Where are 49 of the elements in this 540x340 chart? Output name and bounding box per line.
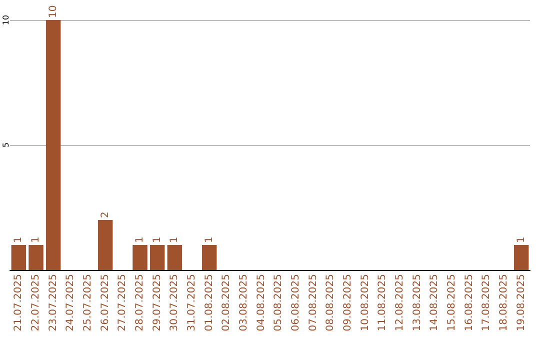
x-tick-label: 04.08.2025 (256, 274, 267, 332)
x-tick-label: 31.07.2025 (186, 274, 198, 332)
data-label: 1 (30, 236, 42, 243)
x-tick-label: 13.08.2025 (412, 274, 423, 332)
x-tick-label: 05.08.2025 (273, 274, 284, 332)
x-tick-label: 18.08.2025 (498, 274, 510, 332)
data-label: 1 (516, 236, 527, 243)
x-tick-label: 21.07.2025 (13, 274, 24, 332)
x-tick-label: 16.08.2025 (464, 274, 475, 332)
bar (98, 220, 113, 270)
data-label: 2 (100, 212, 111, 218)
x-tick-label: 23.07.2025 (48, 274, 59, 332)
x-tick-label: 08.08.2025 (325, 274, 336, 332)
data-label: 1 (13, 236, 24, 243)
x-tick-label: 19.08.2025 (516, 274, 527, 332)
x-tick-label: 07.08.2025 (308, 274, 319, 332)
bar (132, 245, 148, 270)
x-tick-label: 24.07.2025 (65, 274, 76, 332)
x-tick-label: 26.07.2025 (100, 274, 111, 332)
x-tick-label: 30.07.2025 (169, 274, 180, 332)
x-tick-label: 01.08.2025 (204, 274, 215, 332)
bar (11, 245, 26, 270)
bar (46, 20, 61, 270)
x-tick-label: 25.07.2025 (82, 274, 94, 332)
y-tick-label: 5 (2, 142, 10, 148)
x-tick-label: 10.08.2025 (360, 274, 371, 332)
data-label: 1 (204, 236, 215, 243)
bar (150, 245, 165, 270)
x-tick-label: 15.08.2025 (446, 274, 458, 332)
x-tick-label: 22.07.2025 (30, 274, 42, 332)
data-label: 1 (169, 236, 180, 243)
bar (514, 245, 529, 270)
x-tick-label: 02.08.2025 (221, 274, 232, 332)
data-label: 1 (134, 236, 146, 243)
data-label: 1 (152, 236, 163, 243)
x-tick-label: 17.08.2025 (481, 274, 492, 332)
x-tick-label: 06.08.2025 (290, 274, 302, 332)
x-tick-label: 12.08.2025 (394, 274, 406, 332)
x-tick-label: 28.07.2025 (134, 274, 146, 332)
x-tick-label: 11.08.2025 (377, 274, 388, 332)
bar (202, 245, 217, 270)
x-tick-label: 29.07.2025 (152, 274, 163, 332)
x-tick-label: 14.08.2025 (429, 274, 440, 332)
data-label: 10 (48, 5, 59, 18)
bar (28, 245, 44, 270)
x-tick-label: 03.08.2025 (238, 274, 250, 332)
x-tick-label: 09.08.2025 (342, 274, 354, 332)
bar (167, 245, 182, 270)
x-tick-label: 27.07.2025 (117, 274, 128, 332)
